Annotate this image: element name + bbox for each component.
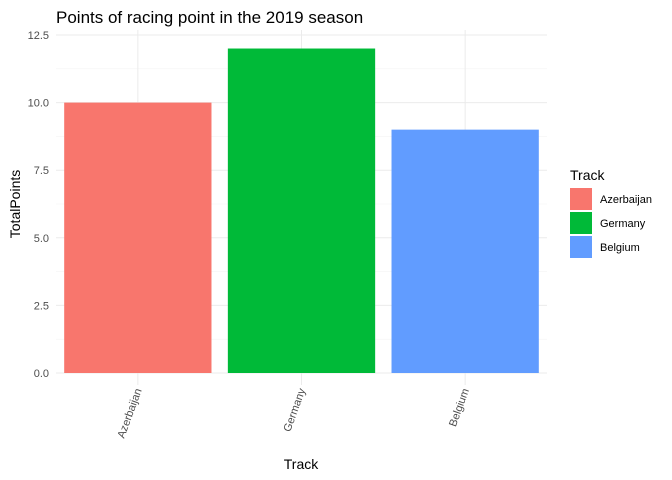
y-tick-label: 0.0 bbox=[34, 368, 49, 380]
legend-label: Azerbaijan bbox=[600, 194, 652, 206]
y-tick-label: 12.5 bbox=[28, 30, 49, 42]
bars bbox=[64, 48, 539, 374]
y-tick-label: 7.5 bbox=[34, 165, 49, 177]
legend-key bbox=[570, 236, 592, 258]
bar-belgium bbox=[391, 129, 539, 373]
legend: Track Azerbaijan Germany Belgium bbox=[570, 167, 652, 258]
y-tick-label: 10.0 bbox=[28, 98, 49, 110]
y-tick-label: 5.0 bbox=[34, 233, 49, 245]
legend-label: Belgium bbox=[600, 242, 640, 254]
x-tick-label: Azerbaijan bbox=[116, 387, 145, 440]
y-axis-ticks: 0.0 2.5 5.0 7.5 10.0 12.5 bbox=[28, 30, 49, 380]
legend-key bbox=[570, 212, 592, 234]
bar-azerbaijan bbox=[64, 102, 212, 373]
y-tick-label: 2.5 bbox=[34, 300, 49, 312]
chart-title: Points of racing point in the 2019 seaso… bbox=[56, 8, 363, 27]
legend-title: Track bbox=[570, 167, 605, 183]
x-tick-label: Germany bbox=[282, 386, 309, 433]
legend-key bbox=[570, 188, 592, 210]
x-axis-ticks: Azerbaijan Germany Belgium bbox=[116, 386, 472, 439]
legend-label: Germany bbox=[600, 218, 646, 230]
x-tick-label: Belgium bbox=[447, 387, 472, 428]
bar-germany bbox=[227, 48, 376, 374]
x-axis-title: Track bbox=[284, 456, 319, 472]
y-axis-title: TotalPoints bbox=[7, 170, 23, 238]
